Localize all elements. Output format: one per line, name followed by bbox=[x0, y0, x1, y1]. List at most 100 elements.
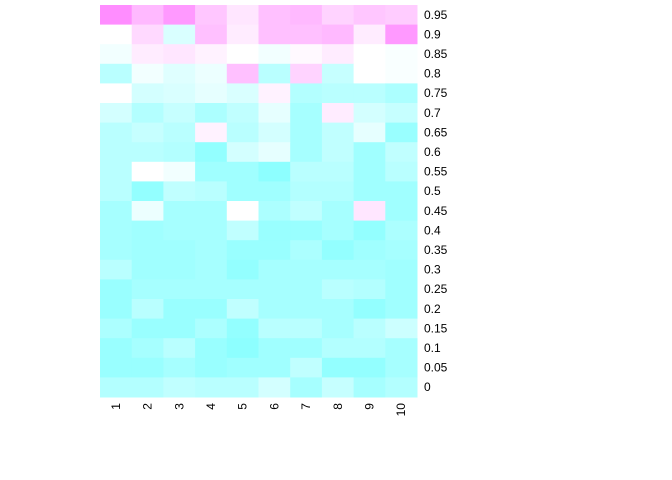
heatmap-cell bbox=[321, 279, 355, 300]
heatmap-cell bbox=[131, 357, 164, 378]
heatmap-cell bbox=[290, 201, 323, 222]
heatmap-cell bbox=[100, 5, 133, 26]
heatmap-cell bbox=[321, 338, 355, 359]
heatmap-cell bbox=[258, 338, 291, 359]
heatmap-cell bbox=[195, 259, 228, 280]
heatmap-cell bbox=[195, 181, 228, 202]
row-tick-label: 0.15 bbox=[424, 321, 448, 335]
row-tick-label: 0.55 bbox=[424, 165, 448, 179]
heatmap-cell bbox=[100, 181, 133, 202]
heatmap-cell bbox=[195, 142, 228, 163]
row-tick-label: 0.7 bbox=[424, 106, 441, 120]
heatmap-cell bbox=[131, 5, 164, 26]
heatmap-cell bbox=[163, 299, 196, 320]
heatmap-cell bbox=[195, 161, 228, 182]
heatmap-cell bbox=[163, 24, 196, 45]
heatmap-cell bbox=[131, 122, 164, 143]
heatmap-cell bbox=[100, 377, 133, 398]
heatmap-cell bbox=[290, 357, 323, 378]
heatmap-cell bbox=[258, 357, 291, 378]
row-tick-label: 0.5 bbox=[424, 184, 441, 198]
heatmap-cell bbox=[258, 142, 291, 163]
heatmap-cell bbox=[226, 259, 259, 280]
heatmap-cell bbox=[321, 299, 355, 320]
heatmap-cell bbox=[258, 201, 291, 222]
heatmap-cell bbox=[195, 24, 228, 45]
column-tick-label: 3 bbox=[172, 403, 186, 410]
heatmap-cell bbox=[100, 63, 133, 84]
heatmap-cell bbox=[321, 83, 355, 104]
heatmap-cell bbox=[226, 318, 259, 339]
heatmap-cell bbox=[131, 259, 164, 280]
heatmap-cell bbox=[258, 161, 291, 182]
heatmap-cell bbox=[290, 338, 323, 359]
heatmap-cell bbox=[100, 240, 133, 261]
heatmap-cell bbox=[226, 279, 259, 300]
heatmap-cell bbox=[321, 24, 355, 45]
row-tick-labels: 0.95 0.9 0.85 0.8 0.75 0.7 0.65 0.6 0.55 0.5 0.45 0… bbox=[424, 8, 448, 394]
heatmap-cell bbox=[290, 161, 323, 182]
heatmap-cell bbox=[353, 201, 386, 222]
column-tick-label: 4 bbox=[204, 403, 218, 410]
heatmap-cell bbox=[131, 161, 164, 182]
heatmap-cell bbox=[100, 299, 133, 320]
heatmap-cell bbox=[258, 377, 291, 398]
heatmap-cell bbox=[290, 259, 323, 280]
column-tick-label: 6 bbox=[267, 403, 281, 410]
heatmap-cell bbox=[131, 44, 164, 65]
heatmap-cell bbox=[226, 44, 259, 65]
heatmap-cell bbox=[321, 142, 355, 163]
heatmap-cell bbox=[100, 161, 133, 182]
heatmap-cell bbox=[131, 83, 164, 104]
heatmap-cell bbox=[163, 122, 196, 143]
row-tick-label: 0.9 bbox=[424, 27, 441, 41]
heatmap-cell bbox=[290, 279, 323, 300]
row-tick-label: 0.45 bbox=[424, 204, 448, 218]
heatmap-cell bbox=[290, 5, 323, 26]
heatmap-cell bbox=[195, 240, 228, 261]
heatmap-cell bbox=[195, 5, 228, 26]
heatmap-cell bbox=[226, 24, 259, 45]
heatmap-cell bbox=[258, 318, 291, 339]
heatmap-cell bbox=[321, 103, 355, 124]
heatmap-cell bbox=[258, 83, 291, 104]
row-tick-label: 0 bbox=[424, 380, 431, 394]
heatmap-cell bbox=[100, 220, 133, 241]
heatmap-cell bbox=[321, 44, 355, 65]
row-tick-label: 0.75 bbox=[424, 86, 448, 100]
heatmap-cell bbox=[353, 44, 386, 65]
heatmap-cell bbox=[195, 63, 228, 84]
heatmap-cell bbox=[163, 377, 196, 398]
heatmap-cell bbox=[195, 357, 228, 378]
heatmap-cell bbox=[131, 318, 164, 339]
heatmap-cell bbox=[353, 181, 386, 202]
heatmap-cell bbox=[258, 44, 291, 65]
heatmap-cell bbox=[290, 318, 323, 339]
heatmap-cell bbox=[131, 142, 164, 163]
row-tick-label: 0.6 bbox=[424, 145, 441, 159]
heatmap-cell bbox=[195, 338, 228, 359]
heatmap-cell bbox=[226, 338, 259, 359]
heatmap-cell bbox=[226, 63, 259, 84]
heatmap-cell bbox=[131, 240, 164, 261]
heatmap-cell bbox=[163, 338, 196, 359]
heatmap-cell bbox=[353, 83, 386, 104]
heatmap-cell bbox=[290, 44, 323, 65]
heatmap-cell bbox=[321, 161, 355, 182]
heatmap-cell bbox=[163, 142, 196, 163]
heatmap-cell bbox=[385, 142, 418, 163]
row-tick-label: 0.05 bbox=[424, 361, 448, 375]
heatmap-cell bbox=[258, 181, 291, 202]
heatmap-cell bbox=[226, 377, 259, 398]
heatmap-cell bbox=[195, 201, 228, 222]
heatmap-cell bbox=[100, 83, 133, 104]
heatmap-cell bbox=[100, 259, 133, 280]
heatmap-cell bbox=[100, 279, 133, 300]
heatmap-cell bbox=[321, 259, 355, 280]
column-tick-label: 1 bbox=[109, 403, 123, 410]
heatmap-cell bbox=[226, 5, 259, 26]
column-tick-label: 8 bbox=[331, 403, 345, 410]
heatmap-cell bbox=[321, 5, 355, 26]
heatmap-cell bbox=[290, 220, 323, 241]
